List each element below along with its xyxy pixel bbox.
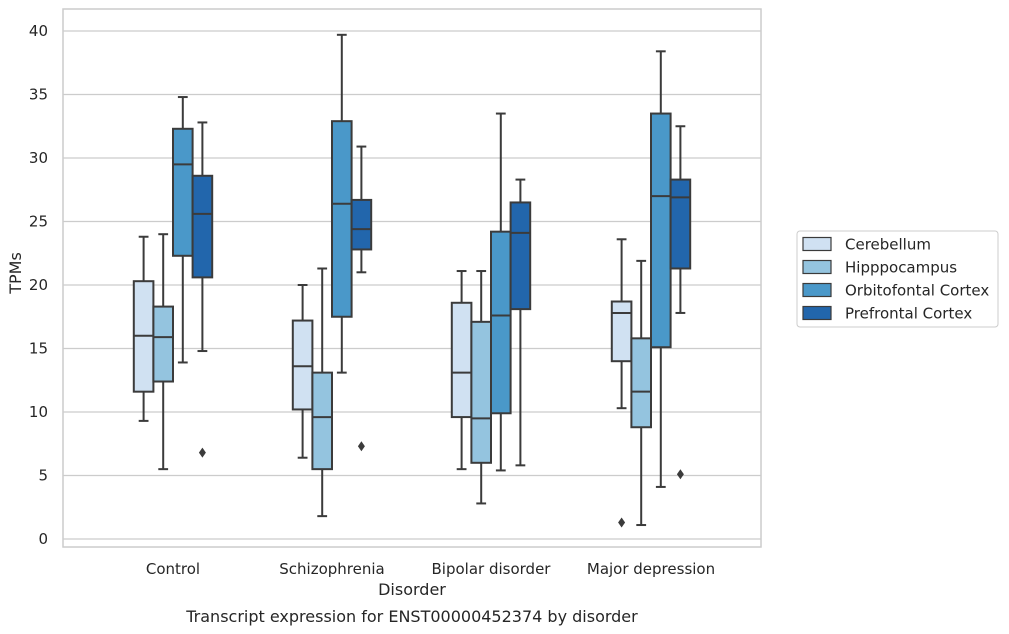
y-tick-label: 20 xyxy=(29,276,48,294)
iqr-box xyxy=(172,127,194,257)
box-2-2 xyxy=(490,112,512,472)
legend-label: Cerebellum xyxy=(845,236,931,254)
legend-label: Prefrontal Cortex xyxy=(845,305,972,323)
iqr-box xyxy=(291,319,314,411)
legend-swatch xyxy=(802,282,832,298)
iqr-box xyxy=(450,301,473,419)
legend-frame xyxy=(796,230,999,328)
box-1-3 xyxy=(350,145,373,452)
iqr-box xyxy=(331,120,353,318)
iqr-box xyxy=(509,201,532,311)
box-3-0 xyxy=(610,238,633,528)
iqr-box xyxy=(650,112,672,349)
x-tick-labels: Control Schizophrenia Bipolar disorder Majo… xyxy=(146,560,715,578)
y-tick-label: 40 xyxy=(29,22,48,40)
box-3-3 xyxy=(669,125,692,480)
x-tick-label: Control xyxy=(146,560,200,578)
box-2-0 xyxy=(450,270,473,471)
y-tick-label: 25 xyxy=(29,213,48,231)
plot-area-frame xyxy=(62,8,762,548)
box-0-3 xyxy=(191,121,214,458)
iqr-box xyxy=(669,178,692,270)
box-groups xyxy=(132,33,692,528)
y-axis-label: TPMs xyxy=(6,252,25,295)
legend-swatch xyxy=(802,259,832,275)
plot-area-background xyxy=(63,9,761,547)
y-tick-label: 30 xyxy=(29,149,48,167)
box-1-0 xyxy=(291,284,314,459)
y-tick-labels: 0 5 10 15 20 25 30 35 40 xyxy=(29,22,48,548)
y-tick-label: 35 xyxy=(29,86,48,104)
outlier-point xyxy=(676,469,684,480)
outlier-point xyxy=(198,447,206,458)
y-tick-label: 10 xyxy=(29,403,48,421)
legend-swatch xyxy=(802,236,832,252)
x-axis-label: Disorder xyxy=(378,580,446,599)
legend-label: Hipppocampus xyxy=(845,259,957,277)
box-1-1 xyxy=(311,267,333,518)
x-tick-label: Major depression xyxy=(587,560,715,578)
y-tick-label: 5 xyxy=(38,467,48,485)
box-2-3 xyxy=(509,178,532,467)
legend-label: Orbitofontal Cortex xyxy=(845,282,989,300)
iqr-box xyxy=(470,320,492,464)
box-3-1 xyxy=(630,259,653,527)
iqr-box xyxy=(311,371,333,471)
x-tick-label: Bipolar disorder xyxy=(432,560,552,578)
iqr-box xyxy=(350,198,373,251)
box-3-2 xyxy=(650,50,672,488)
iqr-box xyxy=(191,174,214,279)
iqr-box xyxy=(152,305,174,383)
outlier-point xyxy=(618,517,626,528)
box-0-1 xyxy=(152,233,174,471)
x-tick-label: Schizophrenia xyxy=(279,560,384,578)
iqr-box xyxy=(490,230,512,415)
iqr-box xyxy=(610,300,633,363)
y-gridlines xyxy=(63,30,761,540)
y-tick-label: 15 xyxy=(29,340,48,358)
chart-caption: Transcript expression for ENST0000045237… xyxy=(185,607,638,626)
outlier-point xyxy=(357,441,365,452)
legend: Cerebellum Hipppocampus Orbitofontal Corte… xyxy=(796,230,999,328)
box-2-1 xyxy=(470,270,492,505)
iqr-box xyxy=(630,337,653,429)
legend-swatch xyxy=(802,305,832,321)
y-tick-label: 0 xyxy=(38,530,48,548)
